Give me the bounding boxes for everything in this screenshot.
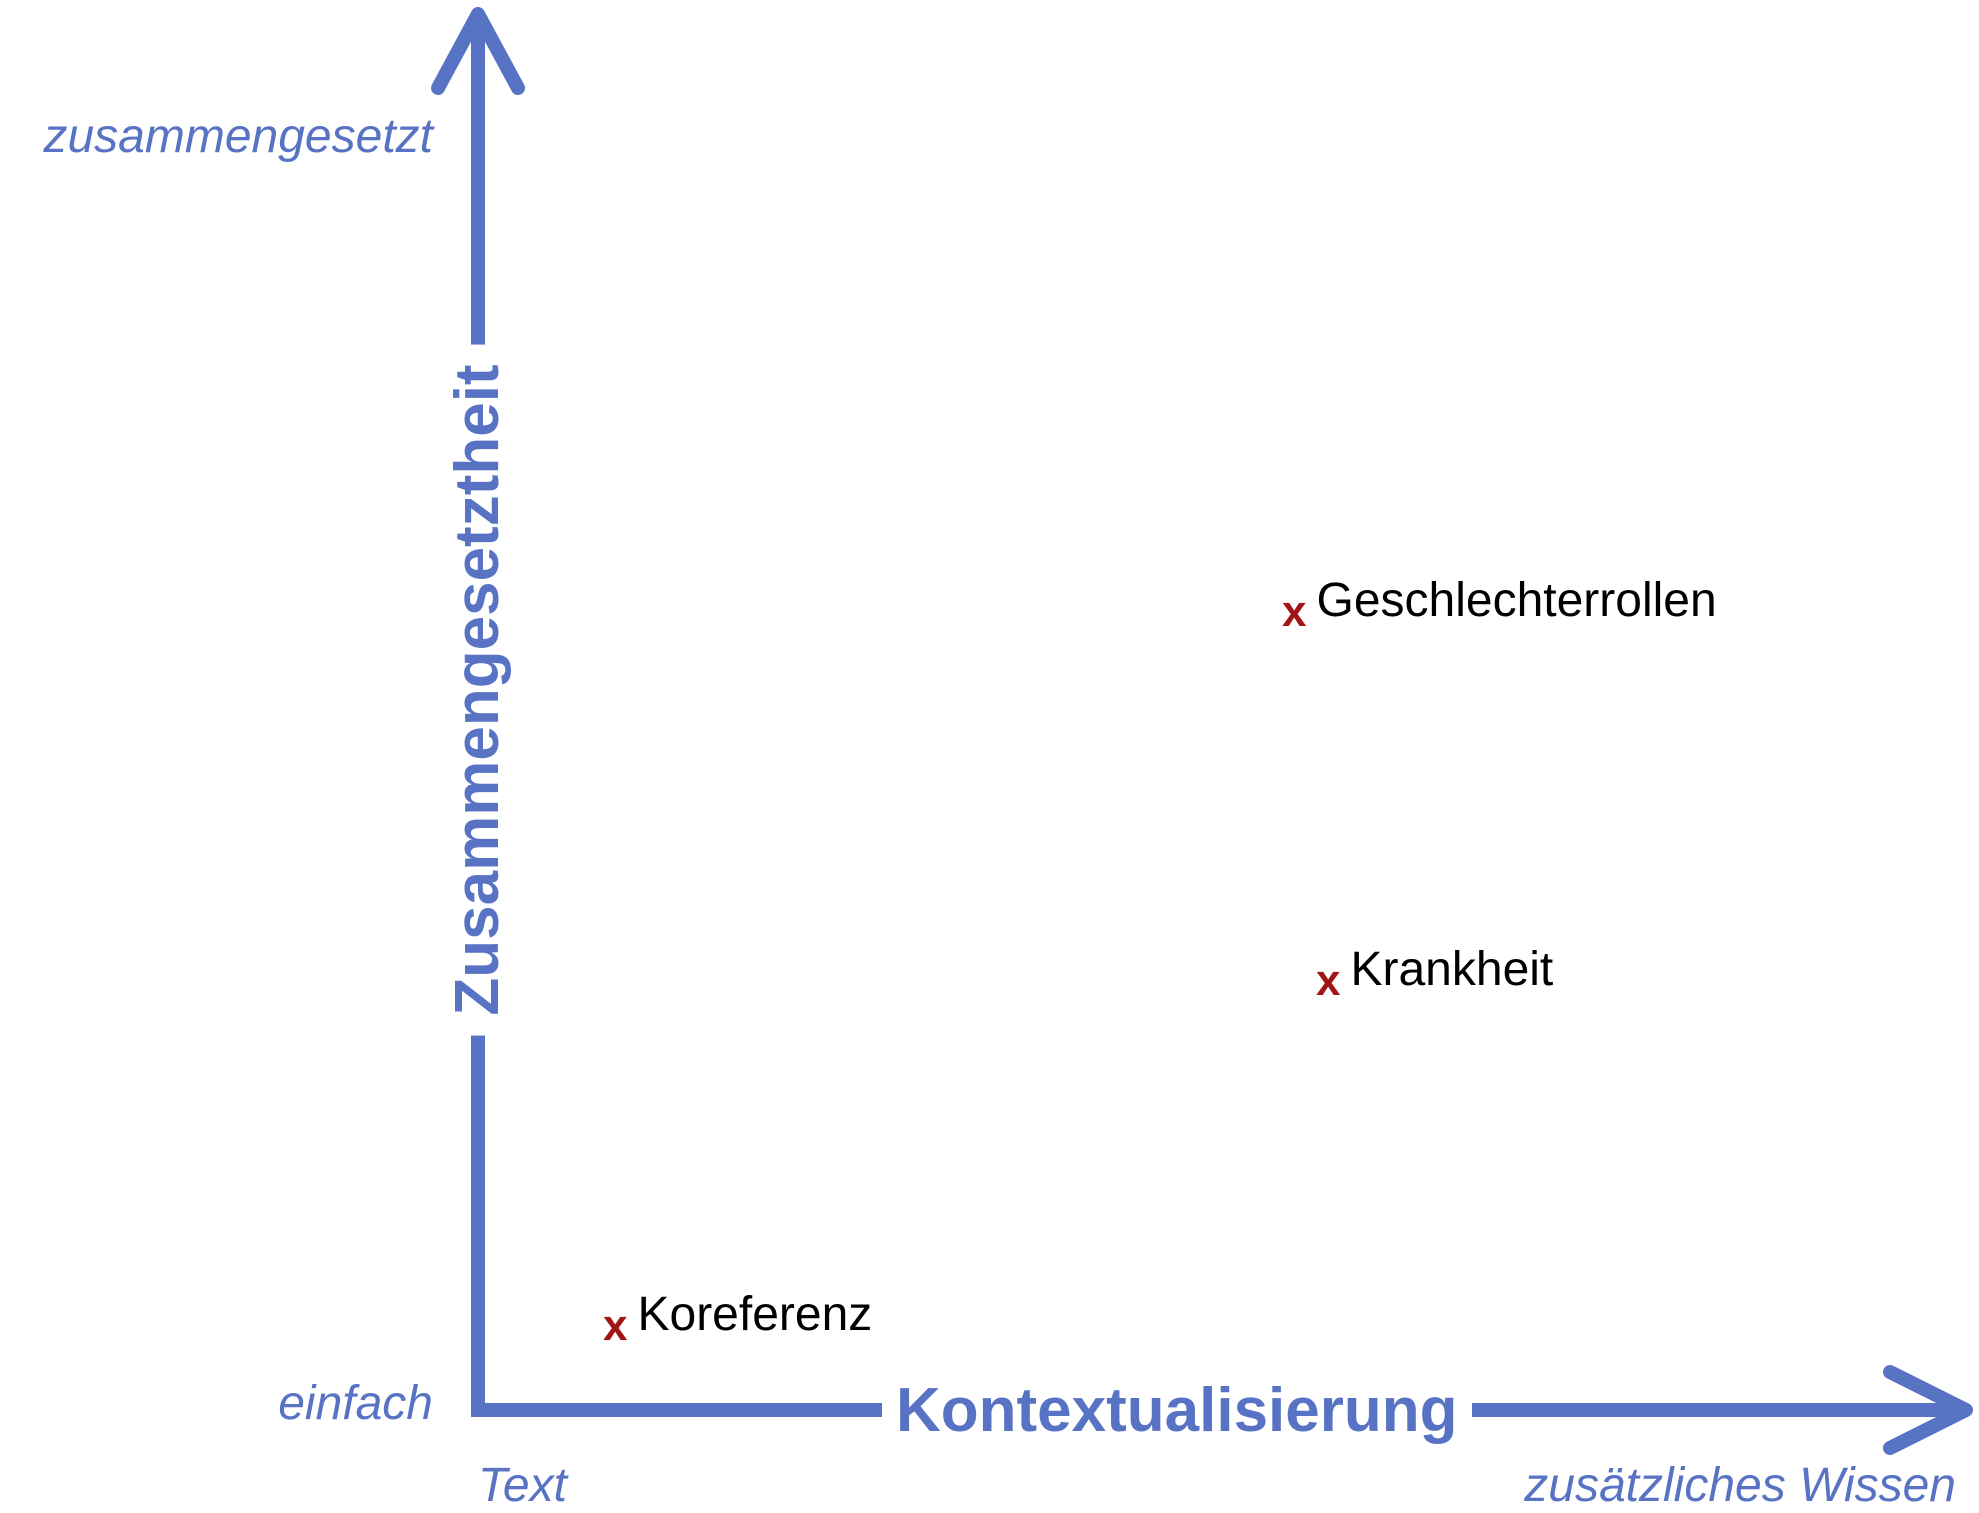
item-label: Geschlechterrollen bbox=[1316, 574, 1717, 627]
item-label: Koreferenz bbox=[637, 1288, 873, 1341]
cross-marker-icon: x bbox=[1316, 956, 1341, 1005]
y-axis-high-label: zusammengesetzt bbox=[43, 110, 433, 163]
item-label: Krankheit bbox=[1350, 943, 1554, 996]
plot-item-krankheit: x Krankheit bbox=[1316, 942, 1554, 1005]
cross-marker-icon: x bbox=[603, 1301, 628, 1350]
x-axis-title: Kontextualisierung bbox=[882, 1380, 1472, 1442]
x-axis-arrowhead bbox=[1883, 1365, 1973, 1455]
cross-marker-icon: x bbox=[1282, 587, 1307, 636]
y-axis-arrowhead bbox=[431, 7, 525, 95]
plot-item-geschlechterrollen: x Geschlechterrollen bbox=[1282, 573, 1717, 636]
x-axis-high-label: zusätzliches Wissen bbox=[1524, 1459, 1956, 1512]
y-axis-low-label: einfach bbox=[278, 1377, 433, 1430]
plot-item-koreferenz: x Koreferenz bbox=[603, 1287, 873, 1350]
y-axis-title: Zusammengesetztheit bbox=[443, 344, 512, 1036]
x-axis-low-label: Text bbox=[478, 1459, 567, 1512]
